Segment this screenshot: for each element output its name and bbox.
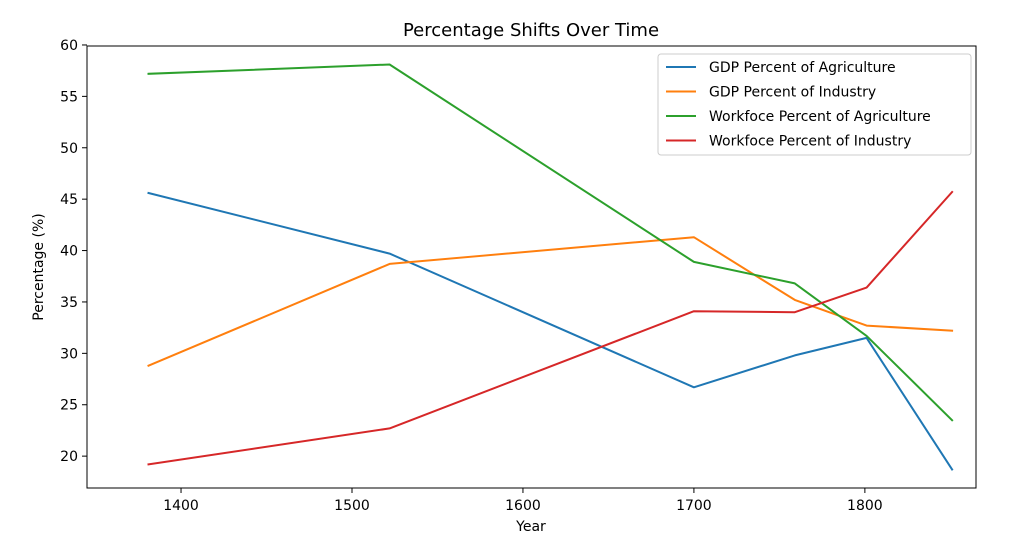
series-line-1 (147, 191, 954, 471)
y-tick-label: 25 (60, 398, 78, 414)
x-tick-label: 1400 (163, 498, 199, 514)
legend-label-2: GDP Percent of Industry (709, 85, 876, 101)
y-tick-label: 50 (60, 141, 78, 157)
series-line-4 (147, 190, 954, 466)
x-tick-label: 1500 (334, 498, 370, 514)
x-tick-label: 1600 (505, 498, 541, 514)
plot-area (86, 45, 977, 489)
y-tick-label: 30 (60, 346, 78, 362)
legend-box (657, 53, 972, 156)
y-tick-label: 35 (60, 295, 78, 311)
series-line-2 (147, 236, 954, 368)
x-tick-label: 1700 (676, 498, 712, 514)
legend-label-4: Workfoce Percent of Industry (709, 134, 911, 150)
legend: GDP Percent of Agriculture GDP Percent of… (657, 53, 972, 156)
x-axis-label: Year (515, 519, 546, 535)
chart-title: Percentage Shifts Over Time (403, 20, 659, 41)
series-line-3 (147, 63, 954, 422)
y-axis-label: Percentage (%) (31, 213, 47, 320)
axis-ticks: 1400 1500 1600 1700 1800 20 25 30 35 40 45 50 55 60 (60, 38, 883, 514)
y-tick-label: 60 (60, 38, 78, 54)
y-tick-label: 40 (60, 244, 78, 260)
y-tick-label: 20 (60, 449, 78, 465)
plot-frame (86, 45, 977, 489)
legend-label-1: GDP Percent of Agriculture (709, 60, 896, 76)
y-tick-label: 45 (60, 192, 78, 208)
y-tick-label: 55 (60, 89, 78, 105)
x-tick-label: 1800 (847, 498, 883, 514)
legend-label-3: Workfoce Percent of Agriculture (709, 109, 931, 125)
